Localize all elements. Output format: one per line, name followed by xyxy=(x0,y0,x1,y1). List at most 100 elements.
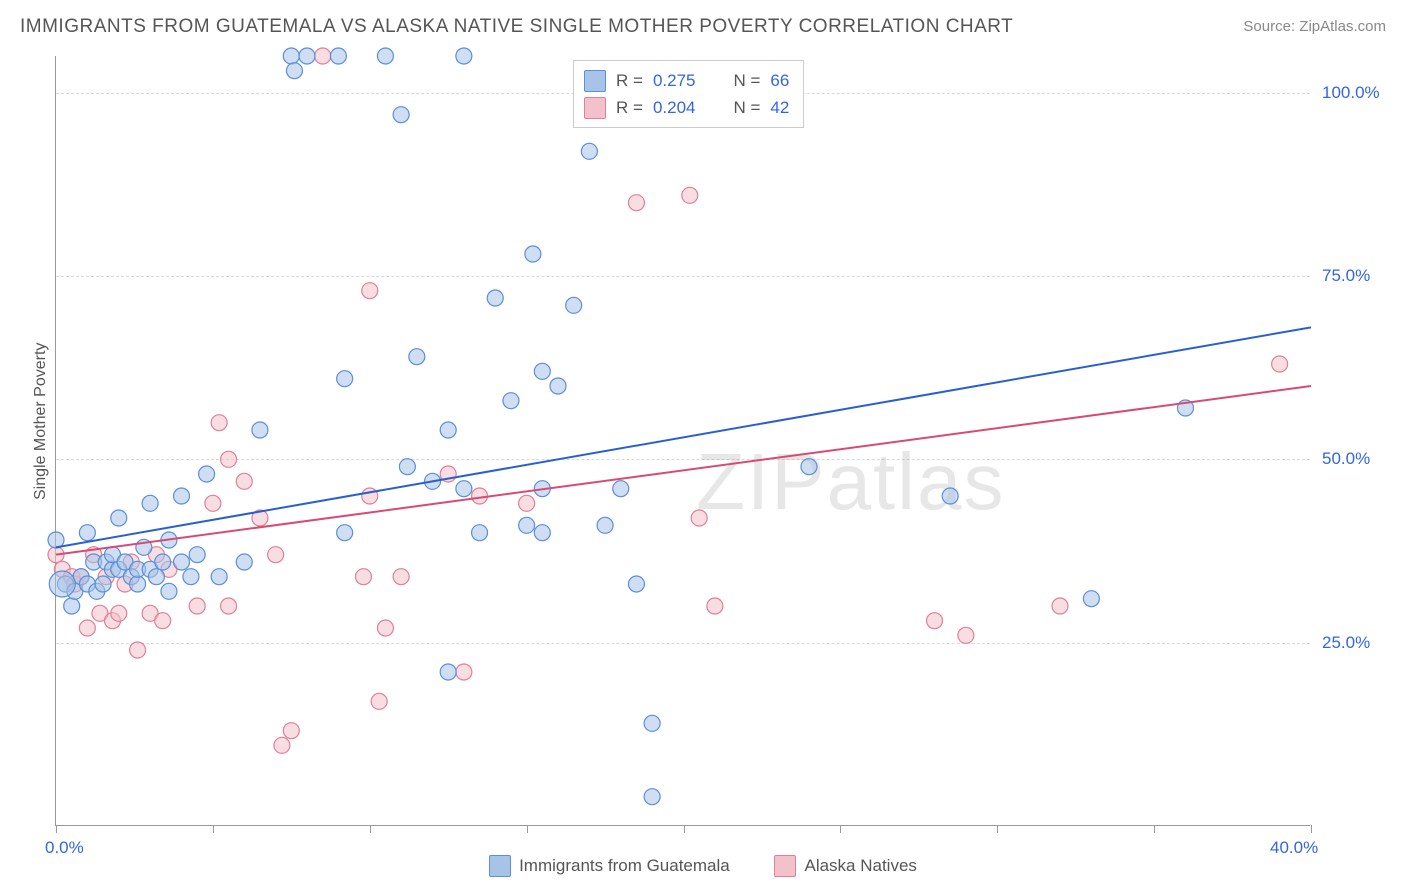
data-point xyxy=(1052,598,1068,614)
legend-label: Immigrants from Guatemala xyxy=(519,856,730,876)
data-point xyxy=(355,569,371,585)
data-point xyxy=(64,598,80,614)
data-point xyxy=(801,459,817,475)
data-point xyxy=(286,63,302,79)
data-point xyxy=(682,187,698,203)
data-point xyxy=(409,349,425,365)
data-point xyxy=(534,525,550,541)
data-point xyxy=(519,517,535,533)
y-tick-label: 75.0% xyxy=(1322,266,1370,286)
data-point xyxy=(377,620,393,636)
swatch-icon xyxy=(774,855,796,877)
data-point xyxy=(597,517,613,533)
source-name: ZipAtlas.com xyxy=(1299,18,1386,35)
data-point xyxy=(525,246,541,262)
data-point xyxy=(268,547,284,563)
data-point xyxy=(399,459,415,475)
data-point xyxy=(221,451,237,467)
data-point xyxy=(142,495,158,511)
data-point xyxy=(189,598,205,614)
data-point xyxy=(79,525,95,541)
stat-n-label: N = xyxy=(733,67,760,94)
chart-title: IMMIGRANTS FROM GUATEMALA VS ALASKA NATI… xyxy=(20,16,1013,38)
data-point xyxy=(550,378,566,394)
data-point xyxy=(487,290,503,306)
data-point xyxy=(942,488,958,504)
data-point xyxy=(95,576,111,592)
data-point xyxy=(1272,356,1288,372)
stat-n-label: N = xyxy=(733,94,760,121)
data-point xyxy=(174,488,190,504)
data-point xyxy=(174,554,190,570)
legend-item-guatemala: Immigrants from Guatemala xyxy=(489,855,730,877)
data-point xyxy=(111,605,127,621)
data-point xyxy=(534,363,550,379)
y-axis-label: Single Mother Poverty xyxy=(32,343,50,500)
plot-area: ZIPatlas xyxy=(55,56,1310,826)
data-point xyxy=(707,598,723,614)
data-point xyxy=(111,510,127,526)
stat-box: R = 0.275 N = 66 R = 0.204 N = 42 xyxy=(573,60,804,128)
data-point xyxy=(644,715,660,731)
stat-row-alaska: R = 0.204 N = 42 xyxy=(584,94,789,121)
y-tick-label: 50.0% xyxy=(1322,449,1370,469)
x-tick xyxy=(684,825,685,833)
data-point xyxy=(337,525,353,541)
source-attribution: Source: ZipAtlas.com xyxy=(1243,18,1386,35)
x-tick xyxy=(840,825,841,833)
data-point xyxy=(148,569,164,585)
data-point xyxy=(393,569,409,585)
stat-r-label: R = xyxy=(616,67,643,94)
data-point xyxy=(581,143,597,159)
data-point xyxy=(628,576,644,592)
data-point xyxy=(211,415,227,431)
data-point xyxy=(221,598,237,614)
data-point xyxy=(362,283,378,299)
x-tick xyxy=(1311,825,1312,833)
data-point xyxy=(155,554,171,570)
stat-n-value: 42 xyxy=(770,94,789,121)
trend-line xyxy=(56,327,1311,547)
x-tick xyxy=(527,825,528,833)
swatch-icon xyxy=(489,855,511,877)
data-point xyxy=(503,393,519,409)
x-tick xyxy=(213,825,214,833)
data-point xyxy=(456,664,472,680)
data-point xyxy=(211,569,227,585)
legend-item-alaska: Alaska Natives xyxy=(774,855,916,877)
data-point-big xyxy=(49,571,75,597)
data-point xyxy=(199,466,215,482)
trend-line xyxy=(56,386,1311,555)
data-point xyxy=(958,627,974,643)
data-point xyxy=(283,723,299,739)
data-point xyxy=(189,547,205,563)
data-point xyxy=(130,642,146,658)
x-tick xyxy=(997,825,998,833)
data-point xyxy=(613,481,629,497)
data-point xyxy=(456,481,472,497)
stat-row-guatemala: R = 0.275 N = 66 xyxy=(584,67,789,94)
data-point xyxy=(337,371,353,387)
data-point xyxy=(79,620,95,636)
data-point xyxy=(1083,591,1099,607)
data-point xyxy=(371,693,387,709)
data-point xyxy=(205,495,221,511)
data-point xyxy=(236,554,252,570)
stat-r-value: 0.275 xyxy=(653,67,696,94)
data-point xyxy=(183,569,199,585)
y-tick-label: 100.0% xyxy=(1322,83,1380,103)
bottom-legend: Immigrants from Guatemala Alaska Natives xyxy=(0,855,1406,882)
data-point xyxy=(440,422,456,438)
data-point xyxy=(283,48,299,64)
x-tick xyxy=(370,825,371,833)
data-point xyxy=(628,195,644,211)
swatch-icon xyxy=(584,70,606,92)
data-point xyxy=(440,664,456,680)
data-point xyxy=(299,48,315,64)
data-point xyxy=(315,48,331,64)
swatch-icon xyxy=(584,97,606,119)
data-point xyxy=(252,422,268,438)
data-point xyxy=(456,48,472,64)
plot-svg xyxy=(56,56,1310,825)
data-point xyxy=(644,789,660,805)
